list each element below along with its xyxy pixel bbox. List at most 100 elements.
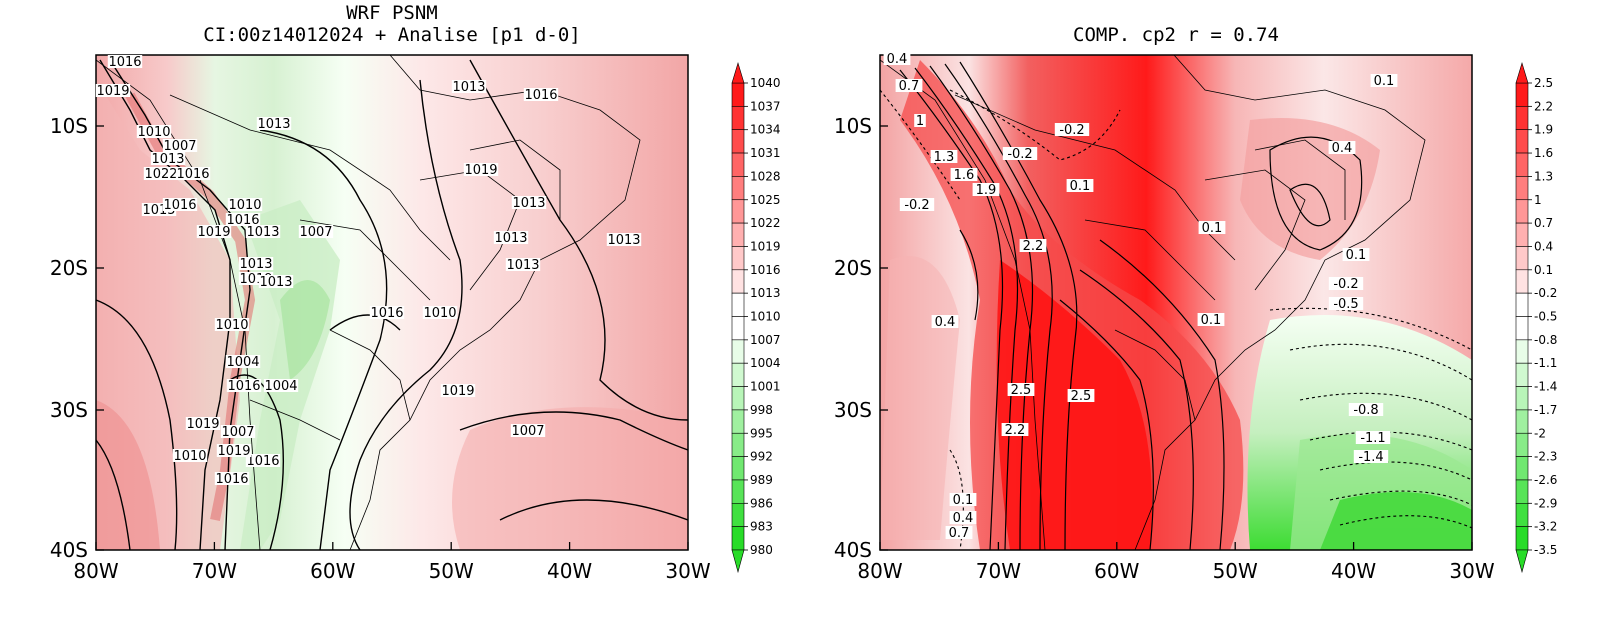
right-map-panel: COMP. cp2 r = 0.74 — [834, 24, 1558, 583]
contour-label-bg — [523, 88, 559, 101]
x-tick-label: 80W — [73, 559, 118, 583]
colorbar-label: 998 — [750, 403, 773, 417]
colorbar-segment — [1515, 106, 1529, 130]
colorbar-segment — [731, 316, 745, 341]
colorbar-segment — [1515, 246, 1529, 271]
colorbar-label: 1022 — [750, 216, 781, 230]
contour-label: 1016 — [370, 306, 403, 321]
left-map-panel: WRF PSNM CI:00z14012024 + Analise [p1 d-… — [50, 2, 781, 583]
contour-label: 1.3 — [934, 150, 955, 165]
contour-label-bg — [1328, 141, 1356, 154]
colorbar-segment — [1515, 362, 1529, 387]
contour-label-bg — [510, 424, 546, 437]
colorbar-label: -0.2 — [1534, 286, 1557, 300]
contour-label: 1004 — [226, 355, 259, 370]
colorbar-segment — [1515, 432, 1529, 457]
right-x-axis: 80W 70W 60W 50W 40W 30W — [857, 542, 1495, 583]
x-tick-label: 80W — [857, 559, 902, 583]
contour-label: 1010 — [423, 306, 456, 321]
contour-label-bg — [216, 444, 252, 457]
right-colorbar: 2.5 2.2 1.9 1.6 1.3 1 0.7 0.4 0.1 -0.2 -0.5 -0.8 -1.… — [1515, 61, 1557, 574]
contour-label-bg — [505, 258, 541, 271]
contour-label: 1013 — [506, 258, 539, 273]
colorbar-segment — [1515, 502, 1529, 527]
colorbar-label: 1004 — [750, 356, 781, 370]
colorbar-segment — [1515, 386, 1529, 411]
contour-label: 0.1 — [1202, 221, 1223, 236]
left-title-line1: WRF PSNM — [346, 2, 438, 24]
colorbar-segment — [1515, 199, 1529, 224]
contour-label: -0.2 — [1333, 277, 1358, 292]
contour-label: 0.4 — [953, 511, 974, 526]
contour-label-bg — [143, 167, 179, 180]
colorbar-label: -2.3 — [1534, 450, 1557, 464]
colorbar-label: 1 — [1534, 193, 1542, 207]
contour-label-bg — [883, 52, 911, 65]
contour-label: 1007 — [511, 424, 544, 439]
contour-label-bg — [150, 152, 186, 165]
contour-label-bg — [1054, 123, 1090, 136]
colorbar-segment — [1515, 129, 1529, 154]
contour-label-bg — [185, 417, 221, 430]
colorbar-label: 983 — [750, 520, 773, 534]
contour-label-bg — [1019, 239, 1047, 252]
contour-label-bg — [220, 425, 256, 438]
left-colorbar: 1040 1037 1034 1031 1028 1025 1022 1019 1016 1013… — [731, 61, 781, 574]
y-tick-label: 10S — [834, 114, 872, 138]
colorbar-segment — [1515, 456, 1529, 481]
right-anomaly-field — [880, 55, 1472, 550]
colorbar-label: 980 — [750, 543, 773, 557]
left-x-axis: 80W 70W 60W 50W 40W 30W — [73, 542, 711, 583]
contour-label-bg — [175, 167, 211, 180]
contour-label: 1013 — [259, 275, 292, 290]
contour-label: 0.1 — [1070, 179, 1091, 194]
contour-label-bg — [1066, 179, 1094, 192]
contour-label: 1010 — [173, 449, 206, 464]
contour-label: 1013 — [257, 117, 290, 132]
x-tick-label: 60W — [310, 559, 355, 583]
contour-label: -0.8 — [1353, 403, 1378, 418]
colorbar-label: 995 — [750, 426, 773, 440]
contour-label: 1019 — [96, 84, 129, 99]
contour-label: 1019 — [197, 225, 230, 240]
contour-label-bg — [899, 198, 935, 211]
colorbar-label: 1.6 — [1534, 146, 1553, 160]
contour-label-bg — [245, 225, 281, 238]
colorbar-label: 1010 — [750, 310, 781, 324]
colorbar-segment — [731, 479, 745, 504]
right-y-axis: 10S 20S 30S 40S — [834, 114, 888, 562]
contour-label: 2.5 — [1011, 383, 1032, 398]
colorbar-label: -1.7 — [1534, 403, 1557, 417]
contour-label-bg — [238, 257, 274, 270]
contour-label-bg — [914, 114, 926, 127]
contour-label: 1.9 — [976, 183, 997, 198]
contour-label-bg — [172, 449, 208, 462]
colorbar-label: 989 — [750, 473, 773, 487]
contour-label-bg — [227, 198, 263, 211]
colorbar-label: 1028 — [750, 169, 781, 183]
right-contour-labels: 0.40.711.31.61.9-0.2-0.2-0.20.10.10.40.1… — [883, 52, 1398, 541]
colorbar-segment — [731, 129, 745, 154]
contour-label-bg — [214, 318, 250, 331]
colorbar-label: -3.2 — [1534, 520, 1557, 534]
contour-label-bg — [950, 168, 978, 181]
contour-label: -0.5 — [1333, 297, 1358, 312]
contour-label: 0.1 — [953, 493, 974, 508]
contour-label-bg — [256, 117, 292, 130]
colorbar-label: 1025 — [750, 193, 781, 207]
contour-label-bg — [162, 198, 198, 211]
contour-label-bg — [1353, 450, 1389, 463]
contour-label: 0.4 — [1332, 141, 1353, 156]
contour-label: -1.4 — [1358, 450, 1383, 465]
contour-label: 1016 — [215, 472, 248, 487]
colorbar-top-arrow — [731, 61, 745, 84]
contour-label: 0.4 — [887, 52, 908, 67]
colorbar-segment — [1515, 269, 1529, 294]
colorbar-label: -0.8 — [1534, 333, 1557, 347]
colorbar-segment — [1515, 222, 1529, 247]
colorbar-label: -2.9 — [1534, 496, 1557, 510]
x-tick-label: 30W — [1449, 559, 1494, 583]
colorbar-segment — [1515, 339, 1529, 364]
contour-label: 2.2 — [1023, 239, 1044, 254]
colorbar-segment — [731, 269, 745, 294]
